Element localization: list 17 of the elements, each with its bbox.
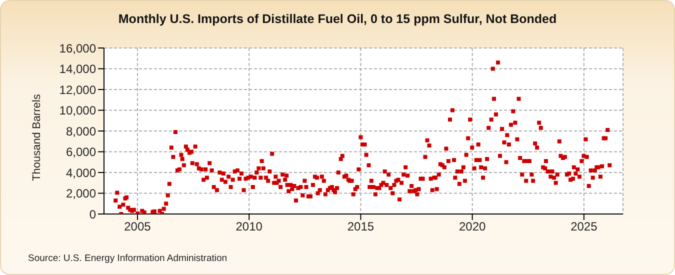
y-tick-label: 4,000	[66, 166, 96, 180]
source-note: Source: U.S. Energy Information Administration	[28, 253, 228, 264]
y-tick-label: 6,000	[66, 145, 96, 160]
chart-title: Monthly U.S. Imports of Distillate Fuel Oil, 0 to 15 ppm Sulfur, Not Bonded	[117, 12, 558, 26]
y-tick-label: 10,000	[59, 104, 96, 118]
x-tick-label: 2025	[570, 220, 598, 234]
y-tick-label: 16,000	[59, 41, 96, 56]
x-tick-label: 2020	[458, 220, 486, 234]
y-tick-label: 0	[89, 207, 96, 222]
x-tick-label: 2010	[236, 220, 263, 234]
y-tick-label: 14,000	[59, 62, 96, 76]
x-tick-label: 2005	[124, 220, 152, 234]
y-tick-label: 12,000	[59, 82, 96, 97]
y-tick-label: 2,000	[66, 186, 96, 201]
y-tick-label: 8,000	[66, 124, 96, 138]
y-axis-title: Thousand Barrels	[30, 94, 43, 181]
x-tick-label: 2015	[347, 220, 374, 234]
